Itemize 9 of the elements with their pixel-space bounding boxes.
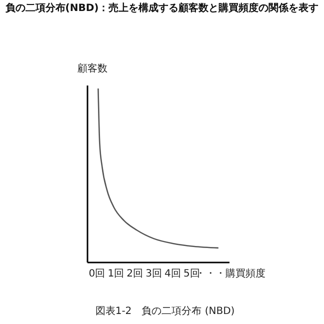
x-tick-label: 0回 [88, 268, 106, 280]
x-tick-label: 2回 [126, 268, 144, 280]
x-tick-label: 4回 [164, 268, 181, 280]
x-tick-label: 1回 [108, 268, 124, 280]
text: 図表1-2 負の二項分布 (NBD) [95, 305, 235, 317]
chart-title: 負の二項分布(NBD)：売上を構成する顧客数と購買頻度の関係を表す [5, 2, 319, 14]
y-axis-title: 顧客数 [78, 62, 108, 74]
x-axis-title: 購買頻度 [226, 268, 266, 280]
x-tick-label: 3回 [146, 268, 162, 280]
